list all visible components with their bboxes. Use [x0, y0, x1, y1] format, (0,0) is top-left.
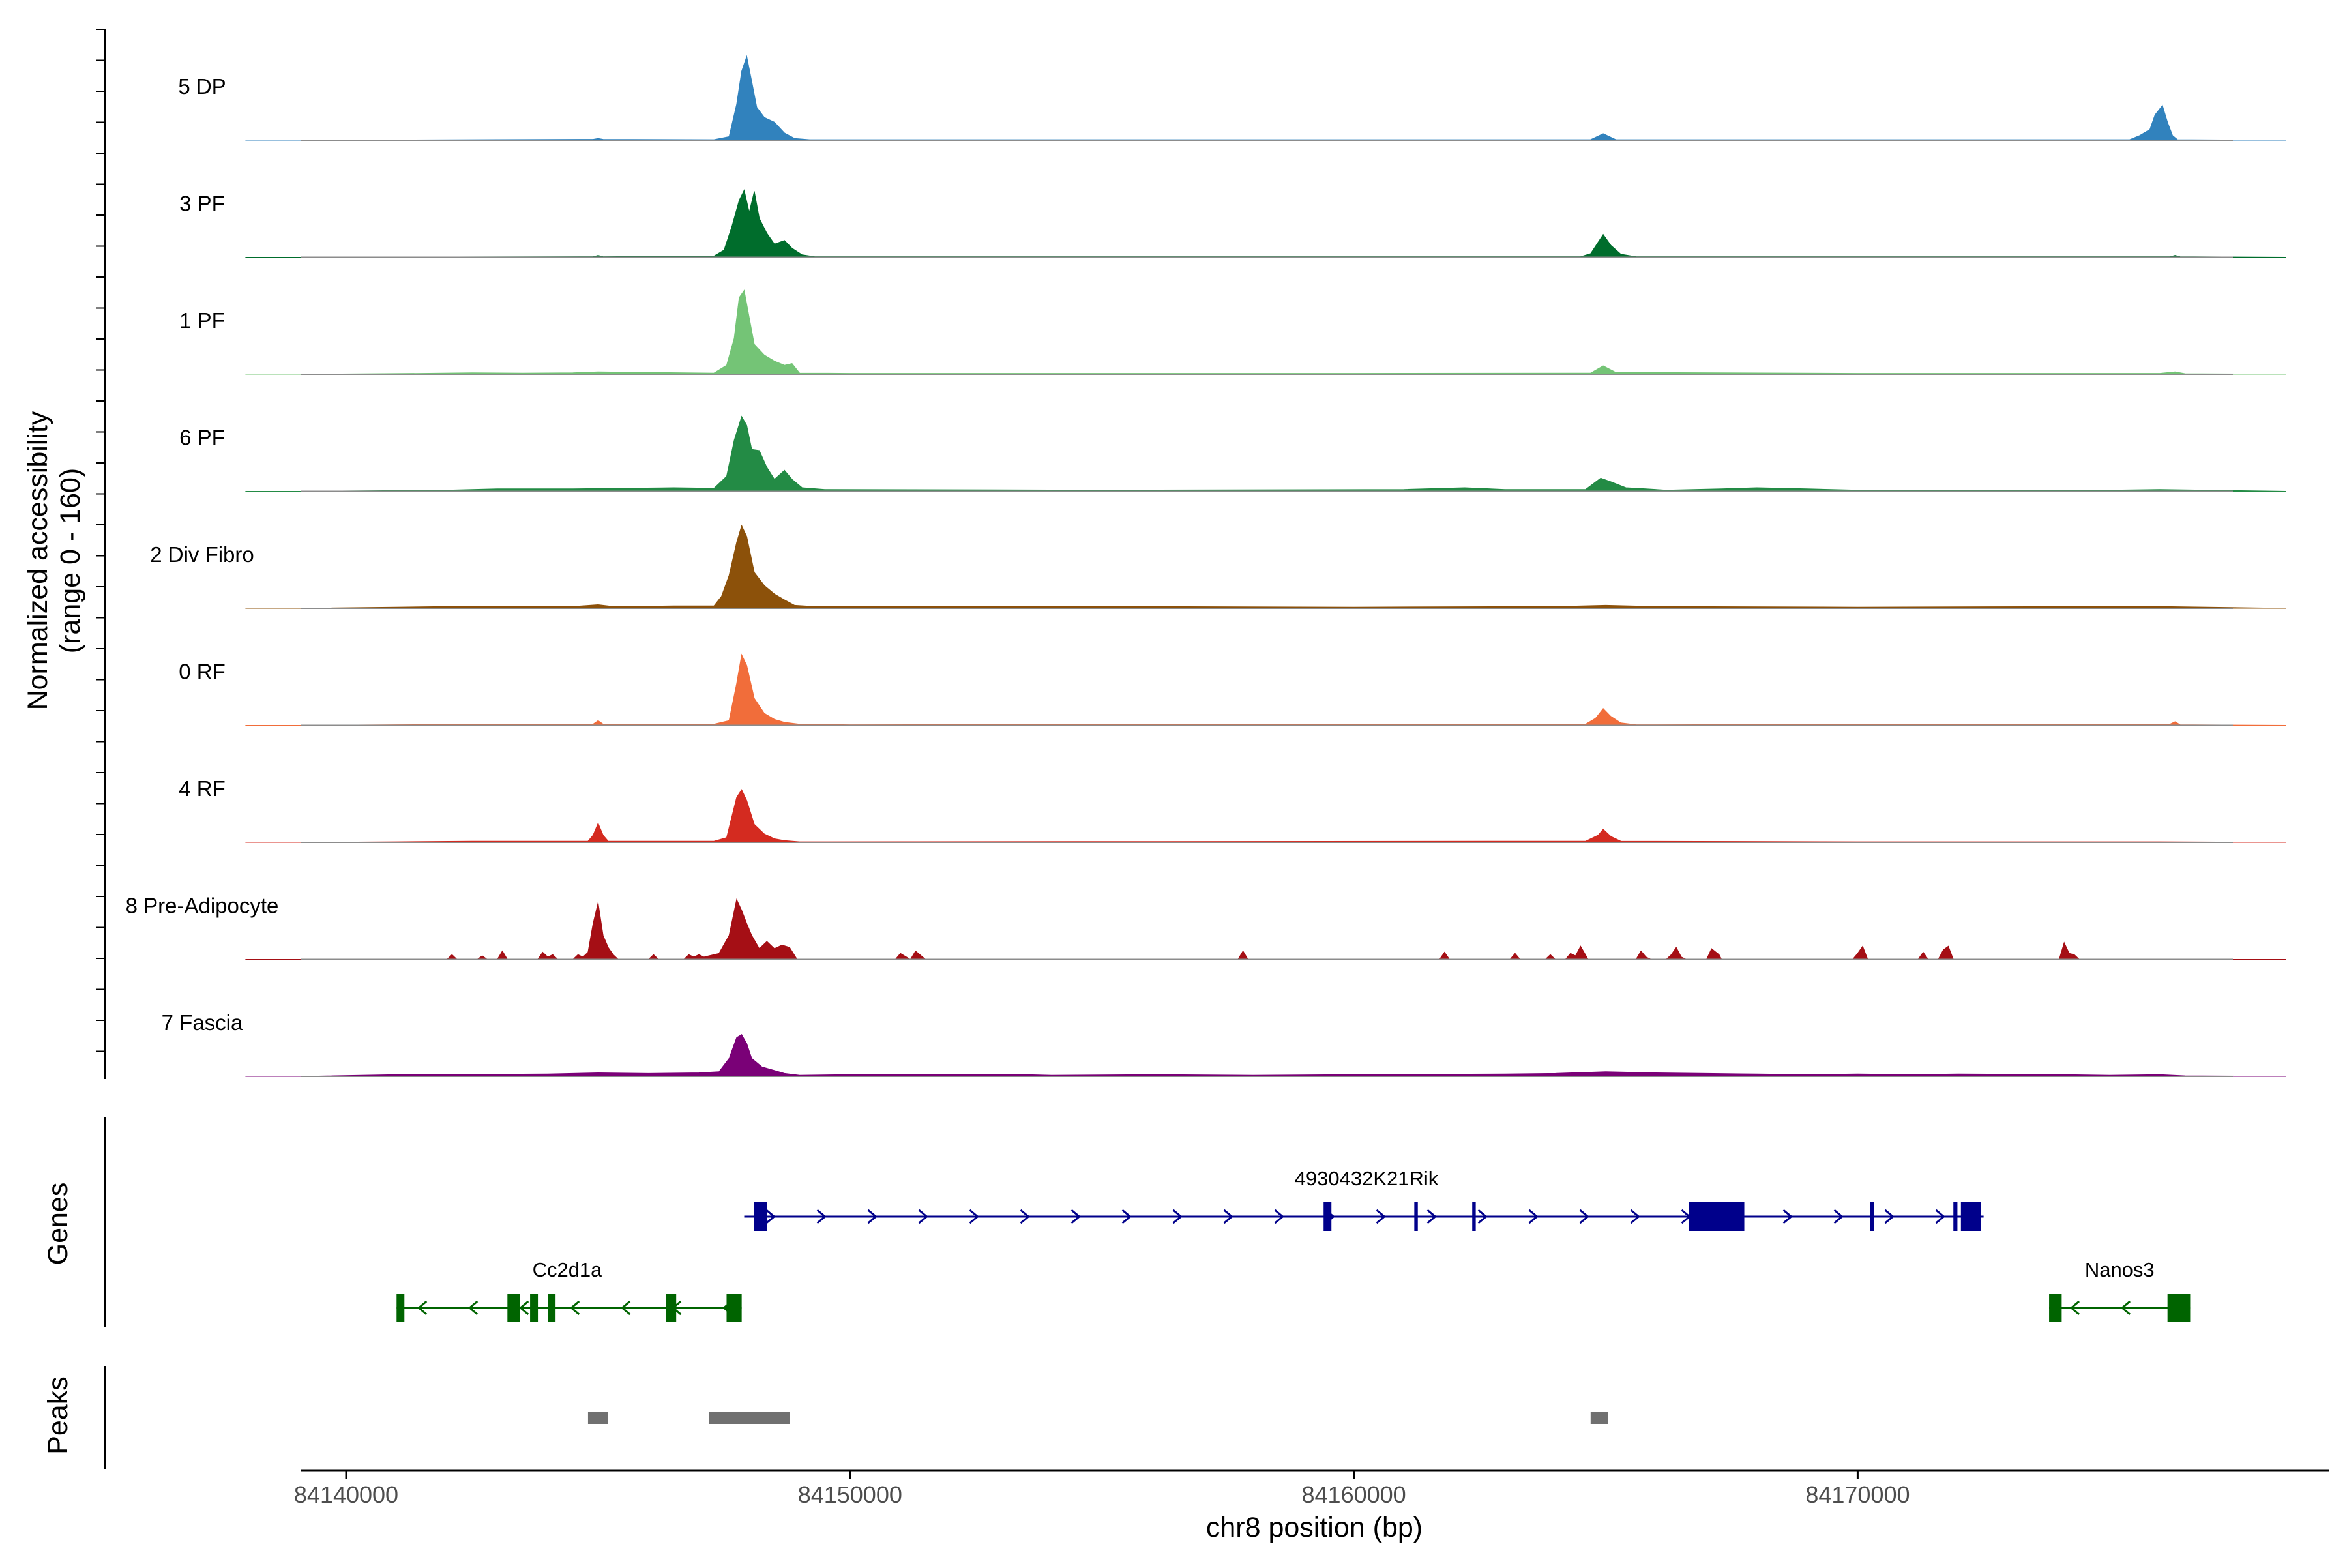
track-5: 2 Div Fibro	[150, 524, 2286, 609]
x-tick-label: 84150000	[798, 1481, 902, 1508]
strand-arrow	[1376, 1209, 1386, 1224]
coverage-area	[245, 653, 2286, 726]
gene-exon	[396, 1294, 405, 1322]
gene-Cc2d1a: Cc2d1a	[396, 1258, 742, 1322]
track-label: 1 PF	[179, 308, 225, 333]
peaks-panel: Peaks	[42, 1366, 1608, 1469]
track-label: 8 Pre-Adipocyte	[126, 894, 279, 918]
track-label: 3 PF	[179, 192, 225, 216]
x-axis: 84140000 84150000 84160000 84170000	[294, 1469, 2329, 1508]
strand-arrow	[1579, 1209, 1589, 1224]
gene-exon	[726, 1294, 742, 1322]
strand-arrow	[2120, 1300, 2131, 1316]
peak-region	[1590, 1412, 1608, 1424]
strand-arrow	[2069, 1300, 2080, 1316]
coverage-area	[245, 289, 2286, 375]
strand-arrow	[417, 1300, 428, 1316]
strand-arrow	[1782, 1209, 1793, 1224]
gene-exon	[1953, 1202, 1958, 1231]
gene-label: Nanos3	[2085, 1258, 2155, 1281]
gene-exon	[1323, 1202, 1332, 1231]
gene-exon	[548, 1294, 556, 1322]
peak-region	[709, 1412, 790, 1424]
strand-arrow	[1935, 1209, 1945, 1224]
strand-arrow	[467, 1300, 479, 1316]
gene-4930432K21Rik: 4930432K21Rik	[744, 1167, 1984, 1231]
coverage-area	[245, 415, 2286, 492]
strand-arrow	[969, 1209, 979, 1224]
genes-track-title: Genes	[42, 1183, 74, 1265]
strand-arrow	[569, 1300, 580, 1316]
genes-panel: Genes 4930432K21Rik Cc2d1a Nanos3	[42, 1117, 2191, 1327]
gene-exon	[1689, 1202, 1745, 1231]
strand-arrow	[867, 1209, 878, 1224]
strand-arrow	[765, 1209, 776, 1224]
y-axis	[96, 29, 106, 1079]
strand-arrow	[1172, 1209, 1183, 1224]
x-tick-label: 84170000	[1805, 1481, 1910, 1508]
gene-exon	[1870, 1202, 1874, 1231]
x-tick-label: 84140000	[294, 1481, 398, 1508]
strand-arrow	[1223, 1209, 1233, 1224]
x-axis-title: chr8 position (bp)	[1206, 1512, 1423, 1543]
track-9: 7 Fascia	[162, 1011, 2286, 1077]
coverage-area	[245, 789, 2286, 843]
coverage-area	[245, 189, 2286, 258]
coverage-area	[245, 898, 2286, 960]
gene-exon	[2049, 1294, 2062, 1322]
gene-exon	[507, 1294, 520, 1322]
gene-exon	[754, 1202, 767, 1231]
strand-arrow	[1121, 1209, 1132, 1224]
gene-label: 4930432K21Rik	[1295, 1167, 1439, 1190]
track-7: 4 RF	[179, 777, 2286, 843]
strand-arrow	[1833, 1209, 1844, 1224]
gene-exon	[1960, 1202, 1981, 1231]
track-3: 1 PF	[179, 289, 2286, 375]
strand-arrow	[1070, 1209, 1081, 1224]
track-4: 6 PF	[179, 415, 2286, 492]
coverage-area	[245, 524, 2286, 609]
strand-arrow	[1274, 1209, 1284, 1224]
track-label: 5 DP	[178, 74, 226, 98]
track-1: 5 DP	[178, 55, 2286, 141]
track-6: 0 RF	[179, 653, 2286, 726]
track-label: 4 RF	[179, 777, 226, 801]
strand-arrow	[620, 1300, 631, 1316]
gene-label: Cc2d1a	[533, 1258, 603, 1281]
track-label: 7 Fascia	[162, 1011, 243, 1035]
gene-exon	[1414, 1202, 1418, 1231]
gene-Nanos3: Nanos3	[2049, 1258, 2191, 1322]
strand-arrow	[1884, 1209, 1895, 1224]
gene-exon	[1472, 1202, 1476, 1231]
strand-arrow	[1528, 1209, 1539, 1224]
gene-exon	[2167, 1294, 2191, 1322]
track-label: 6 PF	[179, 426, 225, 450]
strand-arrow	[1477, 1209, 1488, 1224]
strand-arrow	[1630, 1209, 1640, 1224]
track-label: 2 Div Fibro	[150, 542, 254, 567]
coverage-area	[245, 55, 2286, 141]
track-2: 3 PF	[179, 189, 2286, 258]
strand-arrow	[816, 1209, 827, 1224]
strand-arrow	[518, 1300, 529, 1316]
strand-arrow	[1426, 1209, 1437, 1224]
peak-region	[587, 1412, 608, 1424]
track-8: 8 Pre-Adipocyte	[126, 894, 2286, 960]
peaks-track-title: Peaks	[42, 1376, 74, 1455]
gene-exon	[666, 1294, 677, 1322]
gene-exon	[530, 1294, 539, 1322]
track-label: 0 RF	[179, 660, 226, 684]
x-tick-label: 84160000	[1302, 1481, 1406, 1508]
strand-arrow	[1020, 1209, 1030, 1224]
coverage-area	[245, 1034, 2286, 1077]
strand-arrow	[918, 1209, 928, 1224]
y-axis-title-line1: Normalized accessibility	[22, 411, 53, 710]
y-axis-title-line2: (range 0 - 160)	[55, 468, 86, 653]
accessibility-tracks: 5 DP 3 PF 1 PF 6 PF 2 Div Fibro 0 RF 4 RF 8 Pre…	[96, 29, 2286, 1079]
y-axis-title: Normalized accessibility (range 0 - 160)	[22, 411, 86, 710]
